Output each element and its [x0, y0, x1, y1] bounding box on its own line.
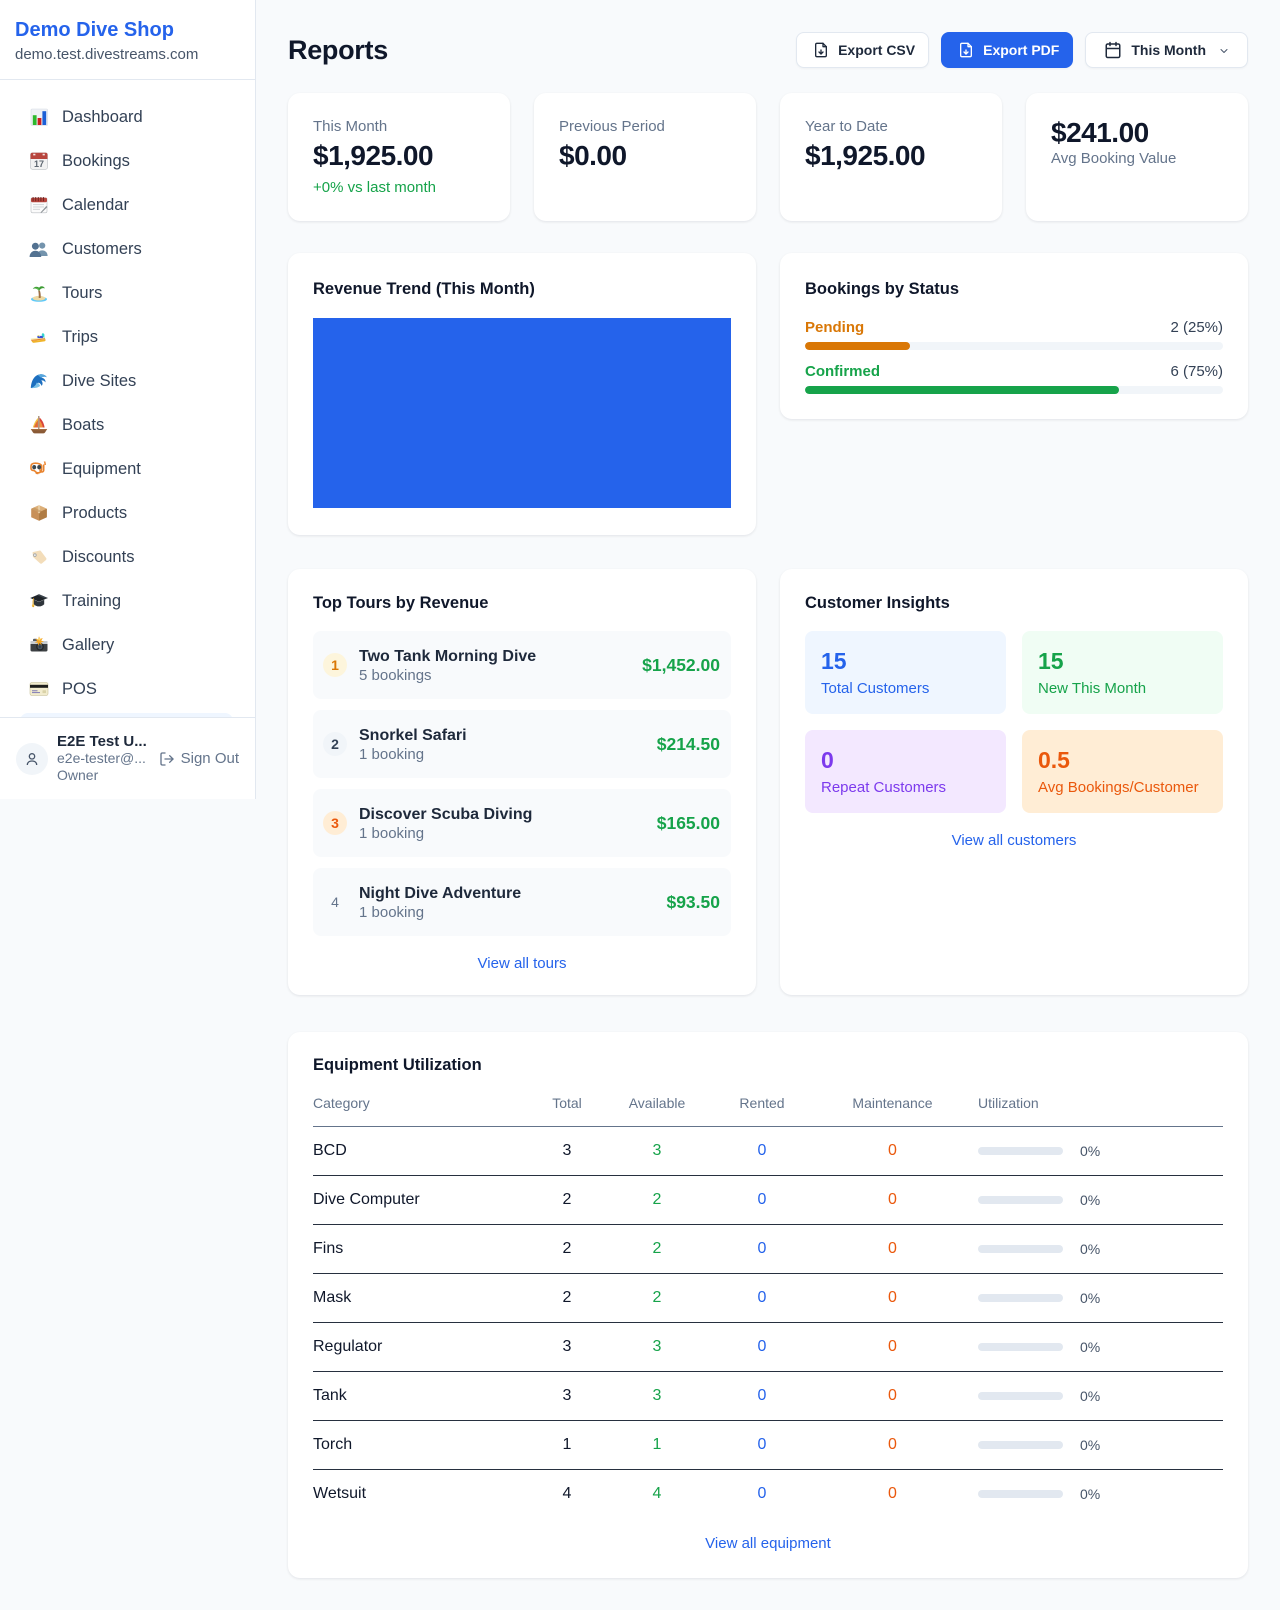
svg-text:17: 17	[34, 159, 44, 169]
